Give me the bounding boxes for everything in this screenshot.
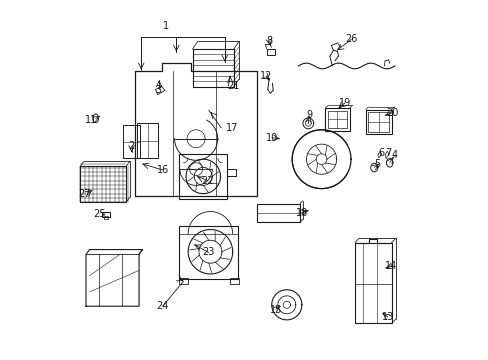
Text: 17: 17 [225, 123, 238, 133]
Bar [266, 49, 274, 55]
Text: 18: 18 [295, 208, 307, 218]
Text: 11: 11 [85, 115, 97, 125]
Text: 13: 13 [381, 312, 393, 322]
Bar [192, 49, 233, 87]
Text: 21: 21 [226, 81, 239, 91]
Text: 20: 20 [385, 108, 398, 118]
Bar [104, 216, 107, 219]
Text: 12: 12 [259, 71, 272, 81]
Text: 2: 2 [128, 141, 134, 151]
Text: 19: 19 [338, 98, 350, 108]
Text: 15: 15 [269, 305, 282, 315]
Bar [327, 111, 346, 128]
Bar [354, 243, 391, 323]
Text: 25: 25 [93, 209, 105, 219]
Text: 4: 4 [391, 150, 397, 160]
Text: 1: 1 [162, 21, 168, 31]
Text: 5: 5 [373, 159, 380, 169]
Bar [179, 278, 188, 284]
Bar [325, 108, 349, 131]
Text: 14: 14 [385, 261, 397, 271]
Text: 10: 10 [266, 133, 278, 143]
Bar [367, 112, 388, 132]
Bar [179, 154, 226, 199]
Text: 22: 22 [201, 176, 214, 186]
Bar [365, 110, 391, 134]
Bar [102, 212, 109, 217]
Text: 9: 9 [305, 111, 311, 121]
Text: 3: 3 [155, 85, 161, 95]
Bar [230, 278, 239, 284]
Text: 16: 16 [156, 165, 168, 175]
Bar [122, 126, 140, 158]
Text: 27: 27 [79, 189, 91, 199]
Bar [137, 123, 158, 158]
Text: 6: 6 [378, 148, 384, 158]
Bar [179, 226, 238, 279]
Text: 24: 24 [156, 301, 168, 311]
Bar [80, 166, 126, 202]
Text: 7: 7 [384, 148, 390, 158]
Text: 26: 26 [345, 35, 357, 44]
Bar [257, 204, 300, 222]
Text: 8: 8 [266, 36, 272, 46]
Text: 23: 23 [202, 247, 214, 257]
